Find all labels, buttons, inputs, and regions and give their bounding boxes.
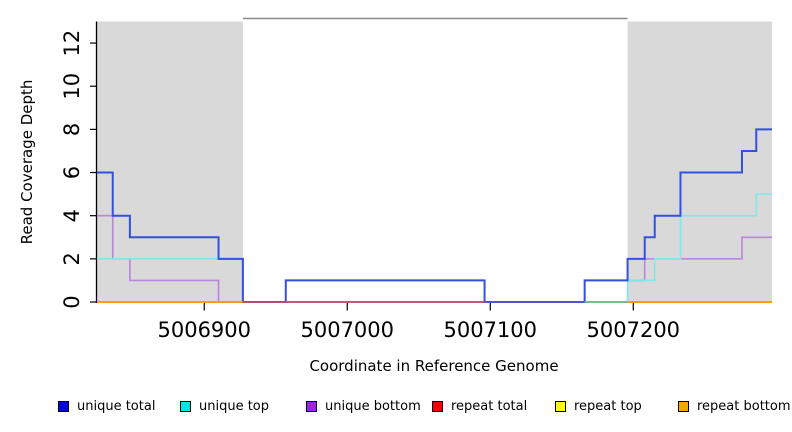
y-tick-label: 6 [60,166,84,179]
y-tick-label: 2 [60,252,84,265]
x-tick-label: 5006900 [157,318,251,342]
x-axis-title: Coordinate in Reference Genome [309,357,559,375]
y-axis-title: Read Coverage Depth [18,79,36,245]
x-tick-label: 5007100 [444,318,538,342]
y-tick-label: 12 [60,30,84,57]
x-tick-label: 5007000 [300,318,394,342]
repeat-region-rect [97,21,243,303]
y-tick-label: 4 [60,209,84,222]
y-tick-label: 0 [60,295,84,308]
y-tick-label: 10 [60,73,84,100]
series-line-unique-total [97,128,772,303]
x-tick-label: 5007200 [587,318,681,342]
repeat-region-rect [627,21,772,303]
y-tick-label: 8 [60,123,84,136]
